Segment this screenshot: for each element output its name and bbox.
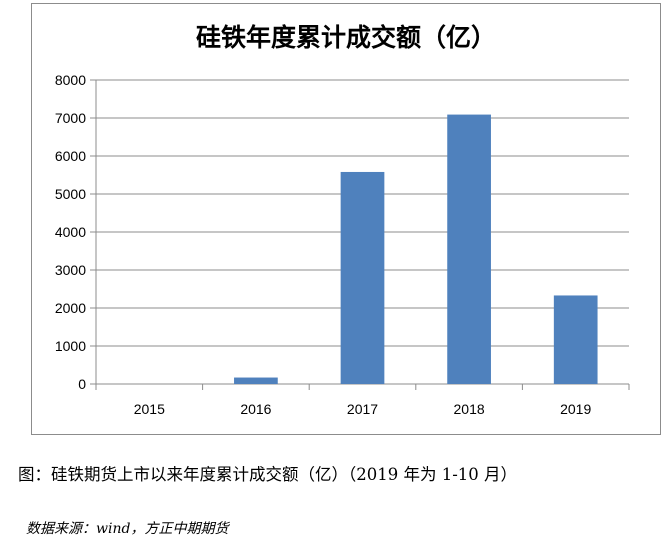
bar-chart: 0 1000 2000 3000 4000 5000 6000 7000 8000 2015 201… bbox=[55, 72, 630, 417]
bar-2017 bbox=[340, 171, 385, 384]
chart-frame: 硅铁年度累计成交额（亿） 0 1000 2000 3000 4000 5000 6000 70… bbox=[31, 3, 661, 435]
y-tick-label: 6000 bbox=[55, 148, 86, 164]
x-tick-label: 2019 bbox=[560, 401, 591, 417]
x-tick-label: 2018 bbox=[454, 401, 485, 417]
y-tick-label: 1000 bbox=[55, 338, 86, 354]
y-tick-label: 5000 bbox=[55, 186, 86, 202]
y-tick-label: 2000 bbox=[55, 300, 86, 316]
x-tick-label: 2016 bbox=[240, 401, 271, 417]
y-tick-label: 4000 bbox=[55, 224, 86, 240]
x-tick-label: 2017 bbox=[347, 401, 378, 417]
bar-2018 bbox=[447, 114, 491, 384]
data-source-note: 数据来源：wind，方正中期期货 bbox=[26, 521, 229, 537]
x-tick-label: 2015 bbox=[134, 401, 165, 417]
figure-caption: 图：硅铁期货上市以来年度累计成交额（亿）（2019 年为 1-10 月） bbox=[18, 465, 518, 484]
bar-2019 bbox=[553, 295, 598, 384]
y-tick-label: 0 bbox=[78, 376, 86, 392]
y-tick-label: 3000 bbox=[55, 262, 86, 278]
bar-2016 bbox=[234, 377, 278, 384]
y-tick-label: 8000 bbox=[55, 72, 86, 88]
chart-title: 硅铁年度累计成交额（亿） bbox=[195, 23, 496, 52]
y-tick-label: 7000 bbox=[55, 110, 86, 126]
